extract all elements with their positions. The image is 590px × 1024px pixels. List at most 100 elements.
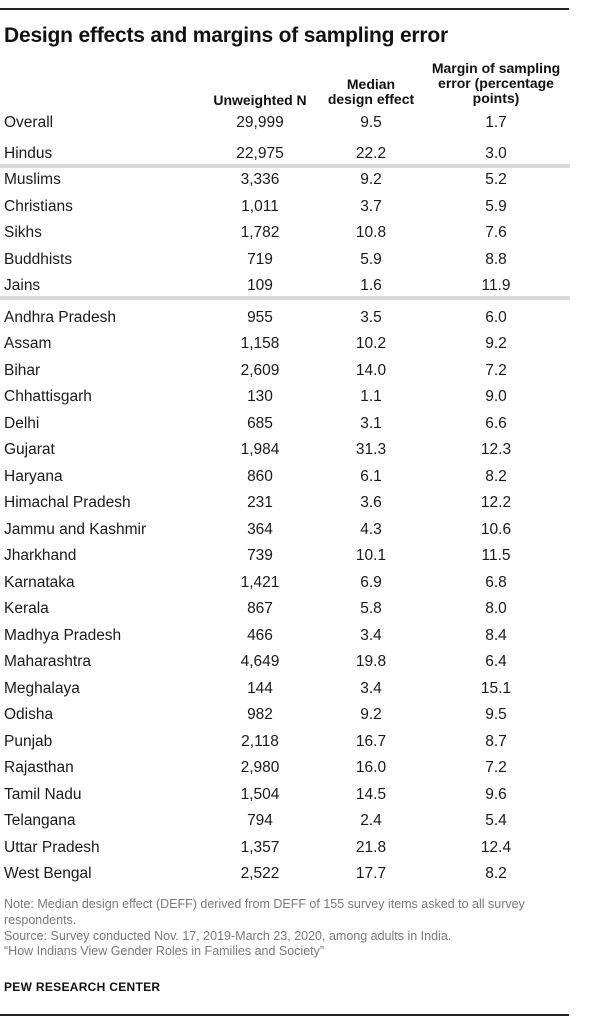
unweighted-n-value: 22,975 — [236, 144, 284, 162]
table-row: Christians 1,011 3.7 5.9 — [0, 197, 570, 217]
table-row: Jains 109 1.6 11.9 — [0, 276, 570, 296]
row-label: Overall — [4, 114, 54, 131]
row-label: Gujarat — [4, 441, 55, 458]
design-effect-value: 19.8 — [355, 653, 387, 670]
unweighted-n-value: 3,336 — [240, 171, 280, 188]
row-label: Andhra Pradesh — [4, 308, 117, 326]
design-effect-value: 9.5 — [360, 114, 382, 131]
unweighted-n-value: 1,158 — [240, 335, 280, 352]
unweighted-n-value: 867 — [247, 600, 273, 617]
table-row: Jharkhand 739 10.1 11.5 — [0, 546, 570, 566]
design-effect-value: 16.0 — [355, 759, 387, 776]
row-label: Tamil Nadu — [4, 785, 82, 803]
table-row: Bihar 2,609 14.0 7.2 — [0, 361, 570, 381]
footnotes: Note: Median design effect (DEFF) derive… — [4, 897, 559, 960]
design-effect-value: 5.9 — [360, 250, 382, 268]
margin-of-error-value: 9.0 — [485, 388, 507, 405]
margin-of-error-value: 15.1 — [480, 679, 512, 697]
margin-of-error-value: 6.6 — [485, 414, 507, 432]
group-separator — [0, 296, 570, 300]
table-row: Buddhists 719 5.9 8.8 — [0, 250, 570, 270]
row-label: Maharashtra — [4, 653, 92, 670]
report-title-text: “How Indians View Gender Roles in Famili… — [4, 944, 325, 959]
margin-of-error-value: 1.7 — [485, 114, 507, 131]
margin-of-error-value: 8.2 — [485, 467, 507, 485]
row-label: Meghalaya — [4, 679, 80, 697]
unweighted-n-value: 1,011 — [241, 197, 279, 215]
column-header-line: design effect — [327, 91, 415, 107]
margin-of-error-value: 7.2 — [485, 759, 507, 776]
row-label: Haryana — [4, 467, 63, 485]
row-label: Rajasthan — [4, 759, 74, 776]
note-text: Note: Median design effect (DEFF) derive… — [4, 897, 525, 927]
table-row: Sikhs 1,782 10.8 7.6 — [0, 223, 570, 243]
margin-of-error-value: 9.2 — [485, 335, 507, 352]
table-row: Meghalaya 144 3.4 15.1 — [0, 679, 570, 699]
group-separator — [0, 164, 570, 168]
unweighted-n-value: 794 — [247, 812, 273, 829]
table-row: Punjab 2,118 16.7 8.7 — [0, 732, 570, 752]
unweighted-n-value: 2,980 — [240, 759, 280, 776]
design-effect-value: 5.8 — [360, 600, 382, 617]
margin-of-error-value: 8.4 — [485, 626, 507, 644]
table-row: Gujarat 1,984 31.3 12.3 — [0, 440, 570, 460]
margin-of-error-value: 10.6 — [480, 520, 512, 538]
table-row: Rajasthan 2,980 16.0 7.2 — [0, 758, 570, 778]
design-effect-value: 31.3 — [355, 441, 387, 458]
unweighted-n-value: 2,522 — [240, 865, 280, 882]
unweighted-n-value: 1,421 — [240, 573, 280, 591]
table-row: Andhra Pradesh 955 3.5 6.0 — [0, 308, 570, 328]
margin-of-error-value: 11.9 — [481, 277, 511, 294]
column-header-line: Unweighted N — [213, 92, 307, 108]
table-row: Himachal Pradesh 231 3.6 12.2 — [0, 493, 570, 513]
design-effect-value: 6.9 — [360, 573, 382, 591]
unweighted-n-value: 2,609 — [240, 361, 280, 379]
unweighted-n-value: 29,999 — [236, 114, 284, 131]
source-text: Source: Survey conducted Nov. 17, 2019-M… — [4, 928, 452, 943]
row-label: Sikhs — [4, 224, 42, 241]
design-effect-value: 4.3 — [360, 520, 382, 538]
row-label: West Bengal — [4, 865, 92, 882]
design-effect-value: 3.5 — [360, 308, 382, 326]
row-label: Bihar — [4, 361, 41, 379]
table-row: Kerala 867 5.8 8.0 — [0, 599, 570, 619]
margin-of-error-value: 5.2 — [485, 171, 507, 188]
table-row: Maharashtra 4,649 19.8 6.4 — [0, 652, 570, 672]
unweighted-n-value: 466 — [247, 626, 273, 644]
row-label: Hindus — [4, 144, 53, 162]
table-row: Jammu and Kashmir 364 4.3 10.6 — [0, 520, 570, 540]
table-title: Design effects and margins of sampling e… — [4, 24, 448, 47]
margin-of-error-value: 8.2 — [485, 865, 507, 882]
margin-of-error-value: 12.4 — [480, 838, 512, 856]
margin-of-error-value: 8.7 — [485, 732, 507, 750]
column-header-line: Margin of sampling — [431, 60, 561, 76]
design-effect-value: 3.6 — [360, 494, 382, 511]
design-effect-value: 2.4 — [360, 812, 382, 829]
table-row: Uttar Pradesh 1,357 21.8 12.4 — [0, 838, 570, 858]
row-label: Muslims — [4, 171, 61, 188]
margin-of-error-value: 7.6 — [485, 224, 507, 241]
brand-name: PEW RESEARCH CENTER — [4, 980, 161, 994]
row-label: Odisha — [4, 706, 54, 723]
unweighted-n-value: 860 — [247, 467, 273, 485]
row-label: Jains — [4, 277, 41, 294]
design-effect-value: 10.8 — [355, 224, 387, 241]
unweighted-n-value: 4,649 — [240, 653, 280, 670]
margin-of-error-value: 12.3 — [480, 441, 512, 458]
row-label: Kerala — [4, 600, 49, 617]
unweighted-n-value: 739 — [247, 547, 273, 564]
column-header-line: points) — [472, 90, 520, 106]
column-header-margin-of-error: Margin of sampling error (percentage poi… — [420, 61, 572, 106]
design-effect-value: 9.2 — [360, 171, 382, 188]
margin-of-error-value: 3.0 — [485, 144, 507, 162]
design-effect-value: 3.1 — [360, 414, 382, 432]
design-effect-value: 22.2 — [355, 144, 387, 162]
design-effect-value: 14.0 — [355, 361, 387, 379]
row-label: Jammu and Kashmir — [4, 520, 147, 538]
row-label: Uttar Pradesh — [4, 838, 100, 856]
unweighted-n-value: 685 — [247, 414, 273, 432]
row-label: Karnataka — [4, 573, 75, 591]
unweighted-n-value: 2,118 — [241, 732, 279, 750]
unweighted-n-value: 1,782 — [240, 224, 280, 241]
margin-of-error-value: 8.8 — [485, 250, 507, 268]
